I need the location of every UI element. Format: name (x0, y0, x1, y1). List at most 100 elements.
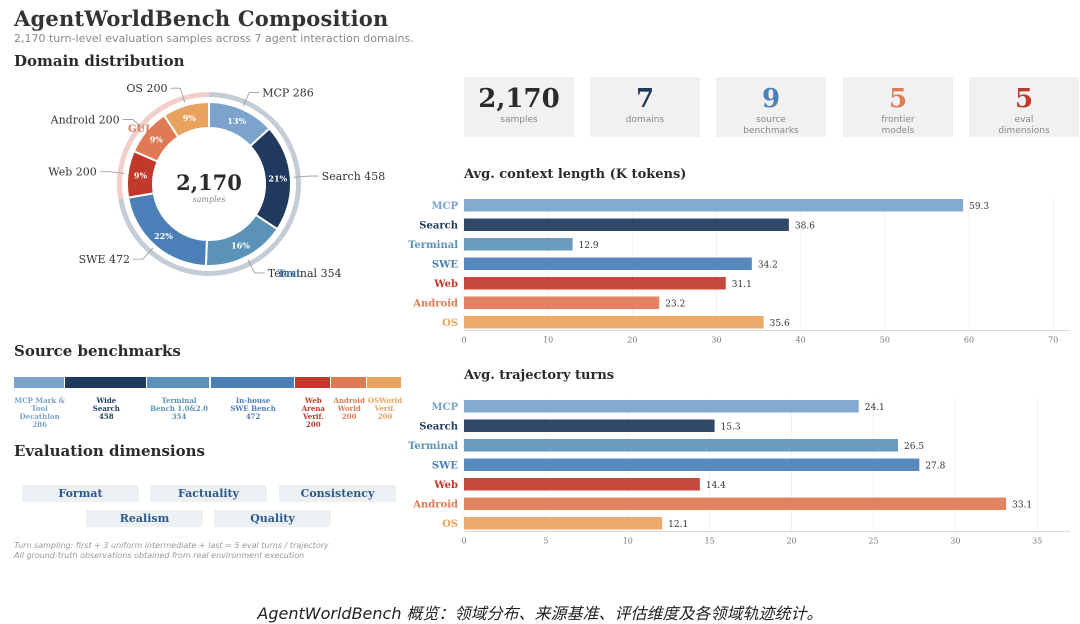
slice-outer-label: SWE 472 (79, 253, 130, 266)
benchmark-segment (210, 377, 294, 388)
benchmark-label: Android World 200 (333, 396, 365, 421)
eval-section-title: Evaluation dimensions (14, 442, 205, 460)
stat-label: domains (625, 115, 665, 125)
page-title: AgentWorldBench Composition (14, 6, 389, 31)
figure-caption: AgentWorldBench 概览：领域分布、来源基准、评估维度及各领域轨迹统… (257, 604, 823, 623)
slice-leader-line (247, 259, 265, 274)
slice-percent-label: 21% (268, 174, 287, 184)
stat-card: 9 source benchmarks (716, 77, 826, 137)
slice-outer-label: Terminal 354 (268, 267, 342, 280)
slice-percent-label: 9% (134, 171, 148, 181)
bar (464, 238, 573, 251)
category-label: Search (419, 422, 458, 433)
stat-label: source benchmarks (743, 115, 799, 136)
stat-card: 2,170 samples (464, 77, 574, 137)
bar-value-label: 26.5 (904, 442, 924, 452)
slice-leader-line (293, 175, 319, 178)
x-tick-label: 25 (868, 537, 878, 546)
x-tick-label: 20 (627, 336, 637, 345)
x-tick-label: 20 (786, 537, 796, 546)
bar-value-label: 15.3 (721, 423, 741, 433)
benchmark-segment (367, 377, 402, 388)
benchmark-segment (331, 377, 366, 388)
bar (464, 199, 964, 212)
category-label: MCP (431, 201, 458, 212)
stat-label: frontier models (881, 115, 915, 136)
bar (464, 257, 752, 270)
bar (464, 497, 1007, 510)
bar (464, 400, 859, 413)
bar-value-label: 33.1 (1012, 501, 1032, 511)
slice-outer-label: OS 200 (126, 82, 167, 95)
category-label: SWE (432, 260, 458, 271)
bar-value-label: 35.6 (770, 319, 790, 329)
bar-value-label: 14.4 (706, 481, 726, 491)
sampling-note: Turn sampling: first + 3 uniform interme… (14, 541, 329, 550)
source-section-title: Source benchmarks (14, 342, 181, 360)
benchmark-label: OSWorld Verif. 200 (367, 396, 403, 421)
x-tick-label: 30 (711, 336, 721, 345)
bar (464, 277, 726, 290)
slice-leader-line (99, 171, 125, 174)
bar (464, 439, 899, 452)
bar-value-label: 38.6 (795, 222, 815, 232)
slice-leader-line (122, 119, 145, 130)
benchmark-label: Wide Search 458 (92, 396, 120, 421)
stat-value: 7 (635, 84, 655, 114)
bar (464, 316, 764, 329)
stat-card: 5 frontier models (843, 77, 953, 137)
benchmark-label: Web Arena Verif. 200 (301, 396, 325, 429)
bar-value-label: 27.8 (925, 462, 945, 472)
domain-section-title: Domain distribution (14, 52, 185, 70)
bar-value-label: 12.1 (668, 520, 688, 530)
benchmark-segment (147, 377, 210, 388)
benchmark-label: In-house SWE Bench 472 (230, 396, 276, 421)
x-tick-label: 10 (543, 336, 553, 345)
bar (464, 296, 660, 309)
stat-value: 2,170 (478, 84, 560, 114)
stat-label: eval dimensions (998, 115, 1050, 136)
gui-group-label: GUI (128, 124, 150, 135)
stat-value: 9 (761, 84, 781, 114)
x-tick-label: 0 (461, 336, 466, 345)
benchmark-label: Terminal Bench 1.0&2.0 354 (150, 396, 209, 421)
x-tick-label: 15 (705, 537, 715, 546)
text-group-label: Text (277, 269, 301, 280)
slice-percent-label: 13% (227, 116, 246, 126)
context-length-chart: 0 10 20 30 40 50 60 70 MCP 59.3 Search 38.6 Terminal… (408, 197, 1070, 345)
x-tick-label: 10 (623, 537, 633, 546)
donut-slice (162, 100, 210, 139)
category-label: OS (442, 519, 458, 530)
bar (464, 419, 715, 432)
context-chart-title: Avg. context length (K tokens) (464, 167, 687, 182)
slice-outer-label: Search 458 (322, 170, 386, 183)
eval-dimension-chip: Consistency (279, 485, 396, 502)
slice-outer-label: Android 200 (50, 113, 120, 126)
x-tick-label: 30 (950, 537, 960, 546)
stat-card: 7 domains (590, 77, 700, 137)
slice-percent-label: 9% (150, 134, 164, 144)
domain-donut-chart: 13% MCP 286 21% Search 458 16% Terminal 354 22… (48, 82, 386, 280)
stat-value: 5 (888, 84, 908, 114)
benchmark-segment (14, 377, 64, 388)
benchmark-segment (65, 377, 146, 388)
category-label: Terminal (408, 240, 458, 251)
slice-outer-label: MCP 286 (262, 86, 314, 99)
donut-center-value: 2,170 (176, 170, 242, 195)
x-tick-label: 0 (461, 537, 466, 546)
x-tick-label: 70 (1048, 336, 1058, 345)
slice-leader-line (242, 92, 260, 107)
trajectory-turns-chart: 0 5 10 15 20 25 30 35 MCP 24.1 Search 15.3 Terminal 2… (408, 398, 1070, 546)
donut-center-label: samples (193, 195, 226, 204)
x-tick-label: 35 (1032, 537, 1042, 546)
slice-outer-label: Web 200 (48, 166, 96, 179)
bar-value-label: 59.3 (969, 202, 989, 212)
category-label: Search (419, 221, 458, 232)
page-subtitle: 2,170 turn-level evaluation samples acro… (14, 32, 414, 45)
slice-percent-label: 16% (231, 240, 250, 250)
eval-dimension-chip: Factuality (150, 485, 267, 502)
eval-dimension-chip: Quality (214, 510, 331, 527)
bar-value-label: 24.1 (865, 403, 885, 413)
x-tick-label: 50 (880, 336, 890, 345)
category-label: Android (412, 500, 458, 511)
